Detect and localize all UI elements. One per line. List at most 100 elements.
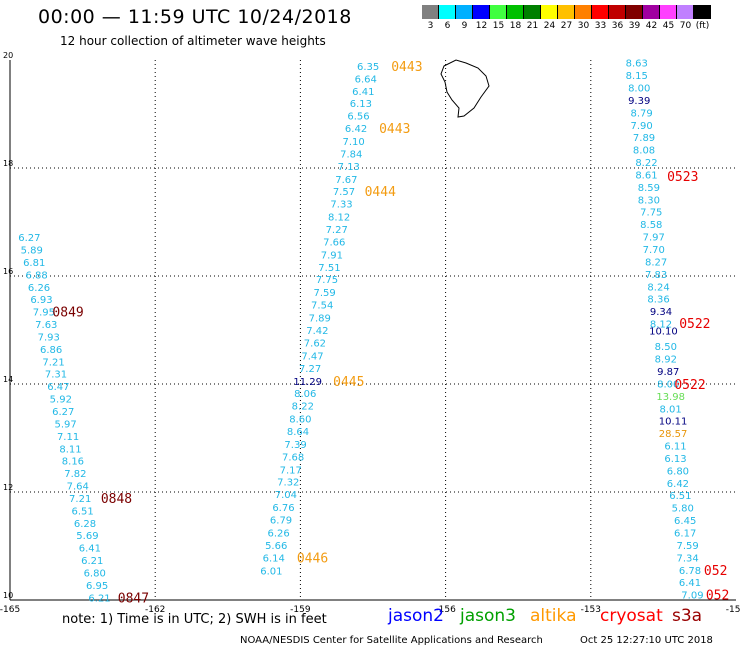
- colorbar-labels: 3 6 9 12 15 18 21 24 27 30 33 36 39 42 45 70 (ft): [422, 21, 711, 33]
- colorbar-swatch: [592, 5, 609, 19]
- x-tick-label: -153: [581, 605, 601, 615]
- wave-height-label: 5.92: [50, 395, 72, 406]
- wave-height-label: 8.27: [645, 257, 667, 268]
- wave-height-label: 11.29: [293, 377, 322, 388]
- wave-height-label: 7.10: [343, 137, 365, 148]
- wave-height-label: 6.95: [86, 581, 108, 592]
- legend-jason3: jason3: [460, 606, 516, 626]
- wave-height-label: 5.89: [21, 246, 43, 257]
- colorbar-swatch: [490, 5, 507, 19]
- wave-height-label: 7.75: [316, 275, 338, 286]
- wave-height-label: 6.21: [88, 593, 110, 604]
- wave-height-label: 5.66: [265, 541, 287, 552]
- wave-height-label: 7.90: [630, 121, 652, 132]
- wave-height-label: 6.93: [30, 295, 52, 306]
- x-tick-label: -165: [0, 605, 20, 615]
- colorbar-swatch: [507, 5, 524, 19]
- colorbar-label: 6: [444, 21, 451, 31]
- colorbar-swatch: [694, 5, 711, 19]
- x-tick-label: -156: [435, 605, 456, 615]
- wave-height-label: 7.27: [299, 364, 321, 375]
- colorbar-label: 24: [543, 21, 556, 31]
- wave-height-label: 7.32: [277, 478, 299, 489]
- wave-height-label: 7.89: [633, 133, 655, 144]
- colorbar-swatch: [524, 5, 541, 19]
- wave-height-label: 8.16: [62, 457, 84, 468]
- wave-height-label: 8.58: [640, 220, 662, 231]
- wave-height-label: 10.11: [659, 417, 688, 428]
- y-tick-label: 16: [3, 267, 13, 276]
- wave-height-label: 9.87: [657, 367, 679, 378]
- colorbar-swatch: [422, 5, 439, 19]
- time-label: 0443: [391, 60, 422, 75]
- wave-height-label: 5.80: [672, 504, 694, 515]
- colorbar-swatch: [473, 5, 490, 19]
- wave-height-label: 6.35: [357, 62, 379, 73]
- time-label: 0522: [679, 317, 710, 332]
- wave-height-label: 7.54: [311, 301, 333, 312]
- footer-timestamp: Oct 25 12:27:10 UTC 2018: [580, 635, 713, 646]
- wave-height-label: 8.06: [294, 389, 316, 400]
- wave-height-label: 6.88: [25, 270, 47, 281]
- units-note: note: 1) Time is in UTC; 2) SWH is in fe…: [62, 612, 327, 627]
- wave-height-label: 7.83: [645, 270, 667, 281]
- x-tick-label: -159: [290, 605, 311, 615]
- wave-height-label: 8.08: [633, 146, 655, 157]
- wave-height-label: 6.47: [47, 382, 69, 393]
- wave-height-label: 7.59: [313, 288, 335, 299]
- colorbar-label: 3: [427, 21, 434, 31]
- wave-height-label: 7.59: [676, 541, 698, 552]
- wave-height-label: 6.27: [18, 233, 40, 244]
- y-tick-label: 12: [3, 483, 13, 492]
- wave-height-label: 6.17: [674, 529, 696, 540]
- legend-jason2: jason2: [388, 606, 444, 626]
- wave-height-label: 7.70: [643, 245, 665, 256]
- colorbar: [422, 5, 711, 19]
- wave-height-label: 6.81: [23, 258, 45, 269]
- colorbar-label: 39: [628, 21, 641, 31]
- wave-height-label: 6.42: [345, 124, 367, 135]
- wave-height-label: 8.36: [647, 295, 669, 306]
- wave-height-label: 8.12: [328, 213, 350, 224]
- wave-height-label: 7.75: [640, 208, 662, 219]
- wave-height-label: 7.42: [306, 326, 328, 337]
- wave-height-label: 8.22: [635, 158, 657, 169]
- colorbar-swatch: [541, 5, 558, 19]
- time-label: 0847: [118, 591, 149, 606]
- wave-height-label: 7.09: [681, 591, 703, 602]
- colorbar-label: 45: [662, 21, 675, 31]
- x-tick-label: -162: [145, 605, 165, 615]
- x-tick-label: -150: [726, 605, 740, 615]
- wave-height-label: 6.51: [669, 491, 691, 502]
- wave-height-label: 7.13: [338, 162, 360, 173]
- wave-height-label: 7.47: [301, 351, 323, 362]
- wave-height-label: 7.64: [67, 482, 89, 493]
- grid-lines: [10, 60, 736, 600]
- wave-height-label: 6.26: [267, 529, 289, 540]
- plot-frame: [9, 60, 736, 601]
- wave-height-label: 8.60: [289, 415, 311, 426]
- wave-height-label: 7.89: [309, 314, 331, 325]
- time-label: 052: [706, 589, 729, 604]
- wave-height-label: 7.33: [330, 200, 352, 211]
- wave-height-label: 7.39: [284, 440, 306, 451]
- y-tick-label: 18: [3, 159, 13, 168]
- colorbar-label: 21: [526, 21, 539, 31]
- wave-height-label: 9.34: [650, 307, 672, 318]
- wave-height-label: 6.51: [71, 506, 93, 517]
- wave-height-label: 7.93: [38, 332, 60, 343]
- colorbar-swatch: [677, 5, 694, 19]
- time-label: 0522: [674, 378, 705, 393]
- wave-height-label: 6.21: [81, 556, 103, 567]
- colorbar-label: 70: [679, 21, 692, 31]
- wave-height-label: 6.13: [350, 99, 372, 110]
- chart-subtitle: 12 hour collection of altimeter wave hei…: [60, 34, 326, 48]
- time-label: 0523: [667, 170, 698, 185]
- wave-height-label: 6.78: [679, 566, 701, 577]
- colorbar-label: 9: [461, 21, 468, 31]
- wave-height-label: 6.01: [260, 566, 282, 577]
- wave-height-label: 7.91: [321, 250, 343, 261]
- wave-height-label: 8.79: [630, 108, 652, 119]
- wave-height-label: 6.45: [674, 516, 696, 527]
- wave-height-label: 8.22: [292, 402, 314, 413]
